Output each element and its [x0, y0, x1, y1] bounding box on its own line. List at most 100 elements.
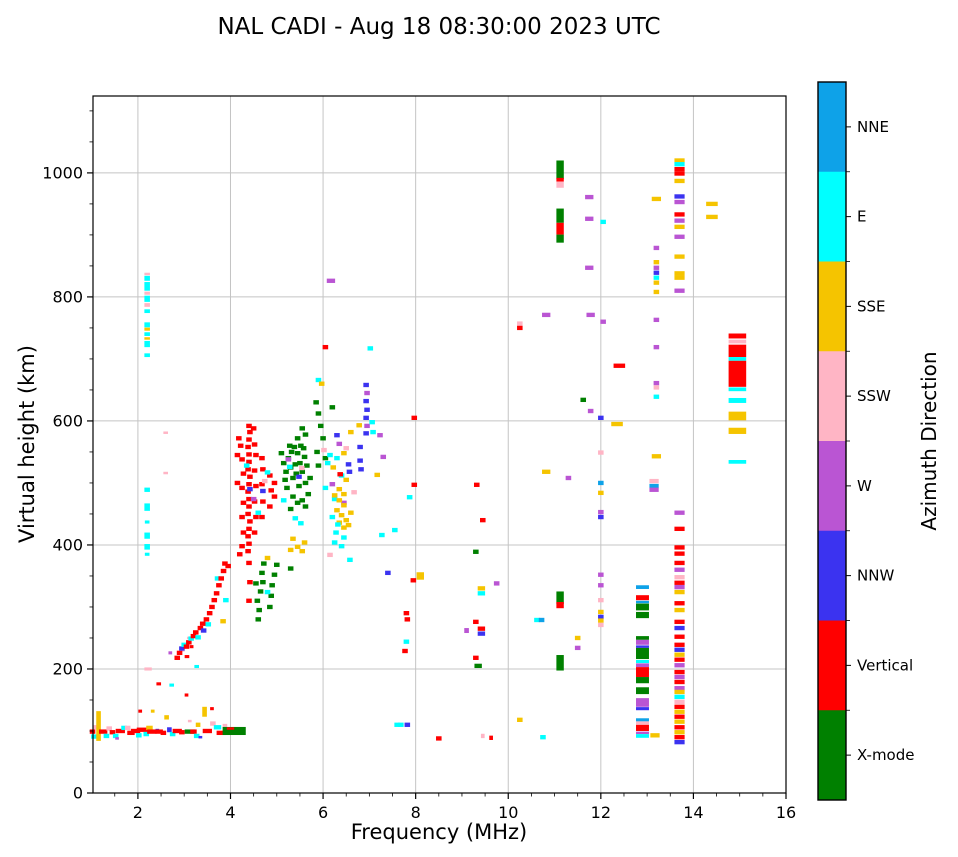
data-point [220, 619, 226, 624]
data-point [464, 628, 469, 634]
data-point [674, 158, 685, 163]
data-point [489, 735, 493, 740]
data-point [305, 491, 312, 497]
data-point [653, 245, 660, 251]
data-point [287, 506, 294, 512]
data-point [556, 655, 564, 671]
data-point [338, 544, 345, 549]
data-point [474, 663, 482, 669]
data-point [674, 545, 685, 550]
data-point [307, 475, 313, 481]
data-point [160, 730, 167, 736]
data-point [674, 584, 685, 590]
data-point [247, 474, 253, 479]
data-point [315, 411, 322, 416]
data-point [728, 357, 747, 361]
data-point [299, 426, 306, 431]
data-point [653, 260, 660, 265]
data-point [556, 234, 564, 243]
data-point [313, 400, 319, 405]
data-point [268, 488, 275, 493]
x-tick-label: 14 [683, 803, 703, 822]
data-point [473, 655, 479, 660]
data-point [144, 520, 150, 524]
colorbar-segment-x-mode [818, 710, 846, 801]
data-point [611, 421, 623, 427]
data-point [144, 552, 150, 556]
data-point [636, 707, 649, 711]
data-point [294, 500, 301, 505]
data-point [109, 730, 116, 735]
data-point [367, 346, 374, 351]
data-point [674, 567, 685, 572]
data-point [264, 470, 271, 475]
data-point [653, 344, 660, 350]
x-tick-label: 6 [318, 803, 328, 822]
data-point [728, 397, 747, 403]
data-point [205, 622, 212, 627]
data-point [269, 583, 275, 588]
data-point [143, 731, 150, 737]
data-point [246, 482, 252, 487]
data-point [92, 725, 99, 730]
data-point [213, 591, 220, 596]
data-point [211, 597, 218, 603]
data-point [538, 617, 545, 623]
data-point [363, 382, 369, 388]
data-point [176, 650, 183, 656]
data-point [600, 319, 606, 324]
data-point [144, 667, 152, 671]
data-point [636, 734, 649, 738]
data-point [192, 630, 199, 635]
data-point [473, 549, 479, 554]
data-point [250, 496, 257, 502]
data-point [336, 441, 343, 447]
data-point [404, 617, 411, 622]
data-point [653, 380, 660, 386]
data-point [210, 707, 214, 711]
colorbar-border [817, 81, 847, 801]
data-point [190, 633, 197, 639]
data-point [334, 508, 340, 513]
data-point [299, 469, 306, 474]
data-point [377, 433, 383, 438]
data-point [600, 219, 606, 225]
data-point [653, 317, 660, 323]
data-point [112, 733, 119, 739]
data-point [99, 729, 108, 734]
data-point [334, 433, 340, 438]
data-point [245, 444, 251, 450]
y-tick-label: 0 [73, 784, 83, 803]
data-point [598, 572, 604, 577]
data-point [348, 429, 354, 435]
data-point [255, 617, 262, 622]
data-point [335, 522, 341, 527]
data-point [315, 377, 322, 383]
data-point [315, 463, 322, 468]
data-point [674, 657, 685, 662]
y-tick-label: 400 [52, 535, 83, 554]
data-point [636, 663, 649, 668]
data-point [299, 498, 306, 503]
data-point [198, 735, 203, 739]
colorbar-category-label: NNW [857, 567, 894, 585]
data-point [267, 473, 273, 478]
data-point [364, 407, 370, 412]
data-point [653, 289, 660, 295]
data-point [674, 526, 685, 532]
x-tick-label: 12 [591, 803, 611, 822]
data-point [174, 655, 181, 660]
data-point [598, 490, 604, 496]
data-point [288, 449, 295, 455]
data-point [202, 706, 207, 717]
data-point [674, 601, 685, 606]
data-point [280, 498, 287, 503]
y-axis-label: Virtual height (km) [15, 345, 39, 543]
data-point [728, 387, 747, 392]
data-point [245, 534, 251, 539]
colorbar-category-label: X-mode [857, 746, 914, 764]
data-point [298, 443, 304, 448]
data-point [674, 642, 685, 647]
data-point [193, 733, 200, 739]
data-point [334, 455, 340, 461]
